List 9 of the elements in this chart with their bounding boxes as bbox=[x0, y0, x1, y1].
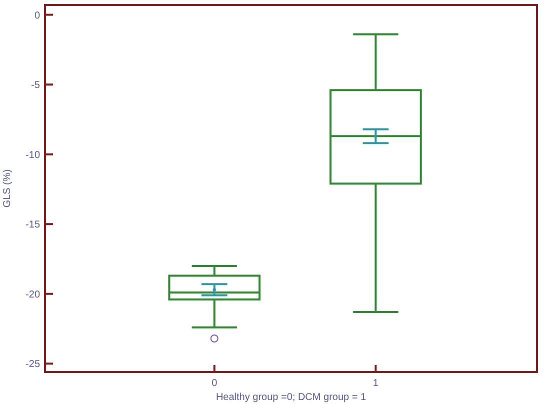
y-tick-label: -15 bbox=[26, 220, 40, 231]
y-tick-label: -10 bbox=[26, 150, 40, 161]
y-tick-label: 0 bbox=[34, 10, 40, 22]
x-tick-label: 1 bbox=[372, 378, 379, 389]
y-tick-label: -25 bbox=[26, 359, 40, 370]
y-tick-label: -5 bbox=[31, 80, 40, 92]
x-axis-title: Healthy group =0; DCM group = 1 bbox=[216, 392, 366, 403]
y-axis-title: GLS (%) bbox=[2, 169, 13, 208]
y-tick-label: -20 bbox=[26, 289, 40, 300]
